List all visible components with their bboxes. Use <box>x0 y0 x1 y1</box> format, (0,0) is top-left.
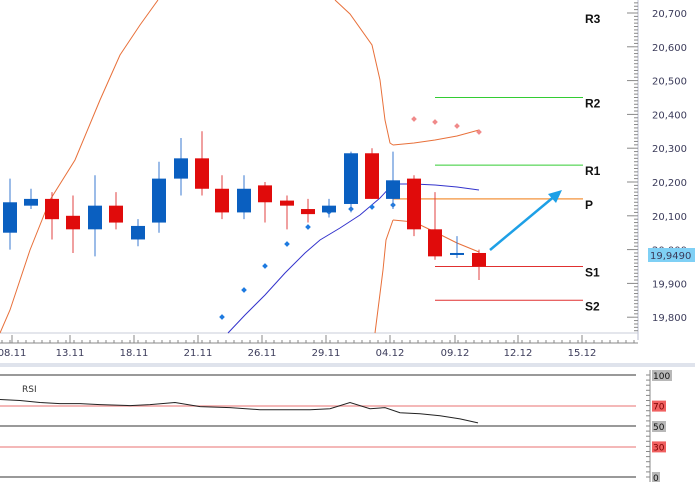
price-tick-label: 20,700 <box>652 9 687 20</box>
candle <box>24 198 38 206</box>
candle <box>152 178 166 223</box>
pivot-label-r2: R2 <box>585 97 601 111</box>
candle <box>88 205 102 230</box>
price-tick-label: 19,900 <box>652 279 687 290</box>
date-tick-label: 26.11 <box>248 348 277 359</box>
candle <box>66 215 80 230</box>
price-tick-label: 20,500 <box>652 77 687 88</box>
candle <box>301 209 315 215</box>
candle <box>450 252 464 255</box>
projection-arrow <box>489 190 562 251</box>
rsi-scale-label: 0 <box>653 474 659 482</box>
pivot-levels: R3 R2 R1 P S1 S2 <box>393 12 601 313</box>
candle <box>109 205 123 223</box>
candle <box>45 198 59 220</box>
moving-average-line <box>227 183 480 334</box>
rsi-panel: RSI 100 70 50 30 0 <box>0 369 695 482</box>
current-price-tag: 19,9490 <box>648 248 695 262</box>
candle <box>365 153 379 199</box>
rsi-scale-label: 70 <box>653 403 665 413</box>
candle <box>280 200 294 206</box>
date-tick-label: 29.11 <box>312 348 341 359</box>
rsi-scale-label: 30 <box>653 443 665 453</box>
rsi-scale: 100 70 50 30 0 <box>652 370 672 482</box>
candle <box>386 180 400 199</box>
candle <box>3 202 17 233</box>
candle <box>131 225 145 240</box>
candle <box>472 252 486 267</box>
pivot-label-s1: S1 <box>585 266 600 280</box>
rsi-line <box>0 399 479 424</box>
candlesticks <box>3 131 486 281</box>
candle <box>428 229 442 257</box>
svg-text:19,9490: 19,9490 <box>650 251 691 262</box>
candle <box>215 188 229 213</box>
date-tick-label: 09.12 <box>441 348 470 359</box>
pivot-label-s2: S2 <box>585 299 600 313</box>
pivot-label-r1: R1 <box>585 164 601 178</box>
candle <box>344 153 358 204</box>
pivot-label-r3: R3 <box>585 12 601 26</box>
candle <box>258 185 272 203</box>
rsi-label: RSI <box>22 385 37 395</box>
price-tick-label: 20,200 <box>652 178 687 189</box>
rsi-scale-label: 50 <box>653 423 665 433</box>
panel-separator[interactable] <box>0 363 695 367</box>
candle <box>237 188 251 213</box>
candle <box>174 158 188 179</box>
candle <box>195 158 209 189</box>
date-tick-label: 12.12 <box>504 348 533 359</box>
pivot-label-p: P <box>585 198 593 212</box>
date-tick-label: 08.11 <box>0 348 26 359</box>
price-tick-label: 20,100 <box>652 212 687 223</box>
date-axis: 08.11 13.11 18.11 21.11 26.11 29.11 04.12 09.12… <box>0 335 638 359</box>
price-tick-label: 20,400 <box>652 110 687 121</box>
date-tick-label: 04.12 <box>376 348 405 359</box>
date-tick-label: 21.11 <box>184 348 213 359</box>
date-tick-label: 18.11 <box>120 348 149 359</box>
price-panel <box>0 0 638 333</box>
date-tick-label: 13.11 <box>56 348 85 359</box>
price-tick-label: 20,600 <box>652 43 687 54</box>
price-tick-label: 19,800 <box>652 313 687 324</box>
candle <box>407 178 421 230</box>
price-tick-label: 20,300 <box>652 144 687 155</box>
date-tick-label: 15.12 <box>568 348 597 359</box>
rsi-scale-label: 100 <box>653 372 670 382</box>
candle <box>322 205 336 213</box>
